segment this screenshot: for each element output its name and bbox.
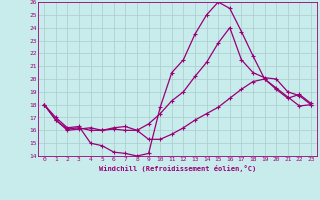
X-axis label: Windchill (Refroidissement éolien,°C): Windchill (Refroidissement éolien,°C) bbox=[99, 165, 256, 172]
